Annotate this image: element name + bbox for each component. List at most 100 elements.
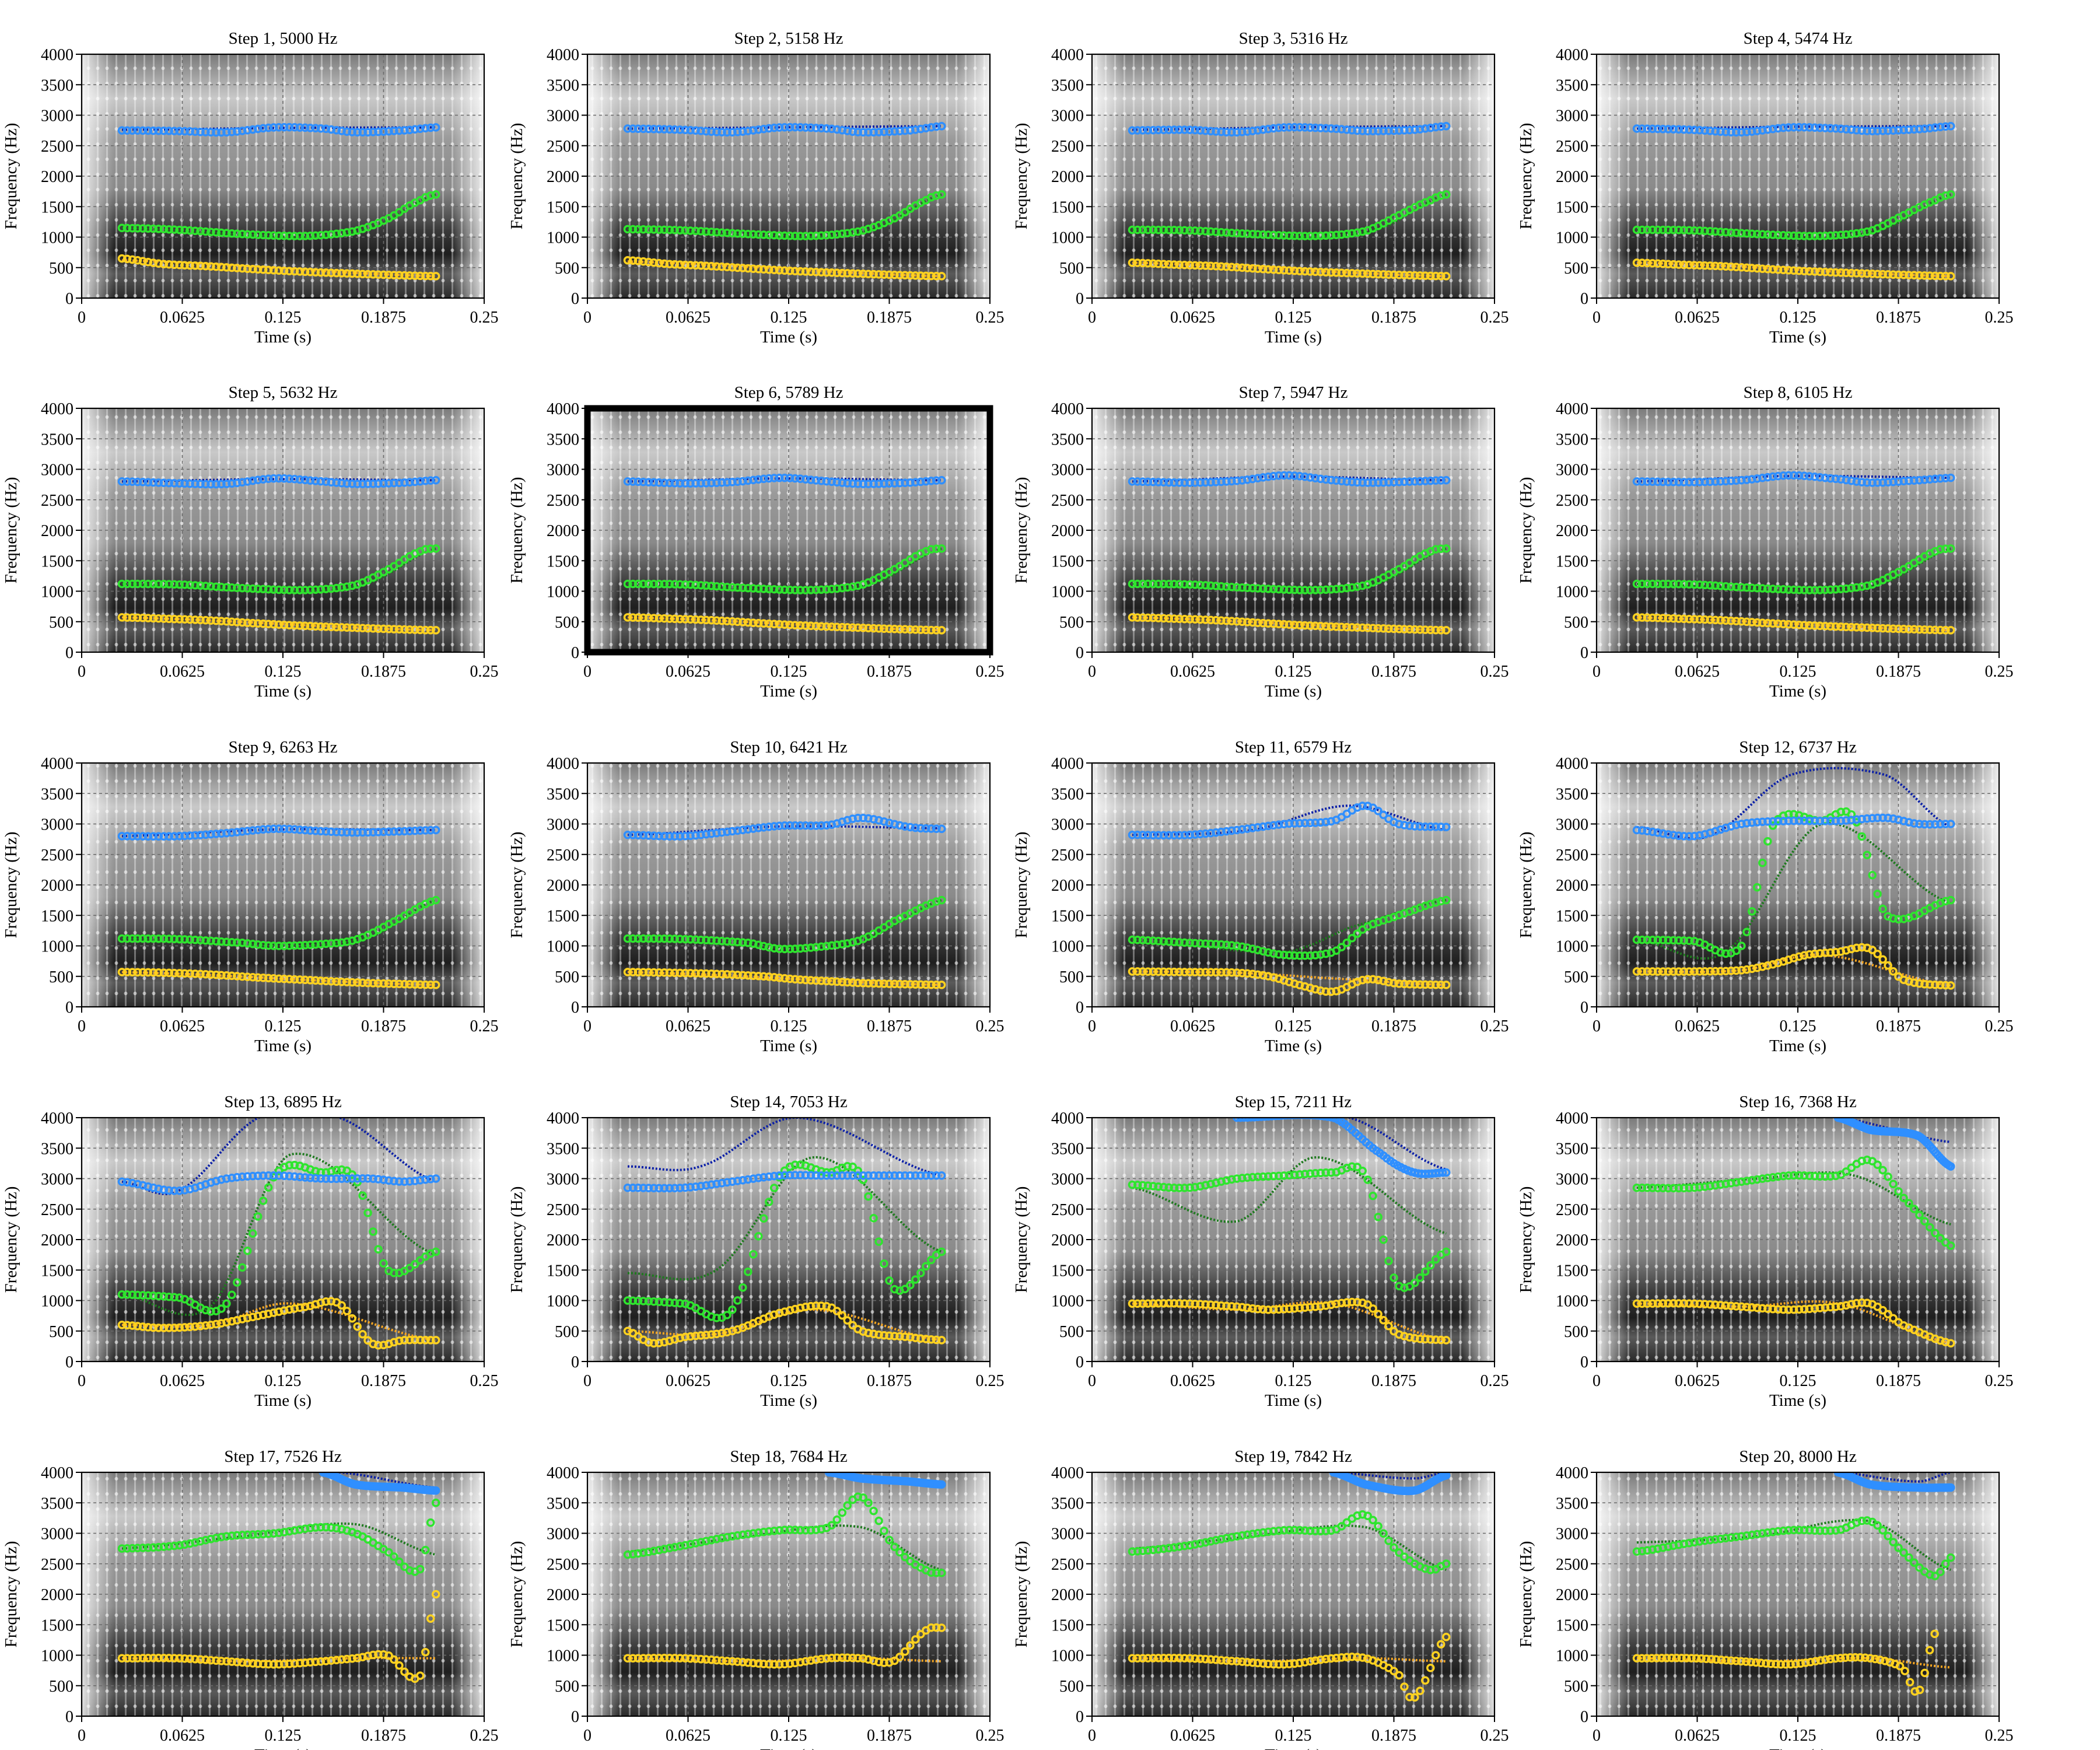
f1-point — [217, 262, 226, 272]
f1-point — [1742, 617, 1751, 626]
f1-point — [1416, 980, 1424, 989]
f1-point — [718, 262, 726, 271]
f1-point — [1711, 967, 1720, 976]
f3-point — [206, 128, 215, 137]
f3-point — [1868, 127, 1877, 135]
f3-track — [623, 1171, 946, 1193]
f2-point — [384, 1548, 393, 1557]
f2-point — [769, 1527, 779, 1535]
f2-point — [1941, 1559, 1950, 1569]
f2-point — [1664, 579, 1673, 589]
f2-point — [1337, 230, 1346, 239]
f1-point — [138, 1654, 148, 1662]
f3-point — [1282, 1118, 1290, 1120]
y-tick-label: 3500 — [41, 430, 74, 449]
f2-point — [1326, 585, 1336, 594]
f3-point — [274, 824, 284, 834]
f2-point — [686, 580, 695, 589]
f1-point — [1191, 968, 1199, 977]
y-tick-label: 3000 — [41, 1171, 74, 1189]
f3-point — [1637, 826, 1647, 835]
f1-point — [431, 1590, 440, 1599]
f1-point — [348, 1654, 356, 1663]
f1-point — [311, 622, 320, 631]
f3-point — [916, 1171, 925, 1180]
f3-point — [744, 127, 752, 135]
f2-point — [1648, 225, 1657, 235]
f1-point — [311, 268, 320, 276]
f3-point — [1695, 478, 1704, 487]
f1-point — [1894, 624, 1903, 634]
f3-point — [170, 832, 178, 841]
f1-point — [827, 1654, 836, 1662]
f1-point — [811, 1301, 821, 1310]
f1-point — [785, 620, 794, 629]
f1-point — [1674, 260, 1684, 269]
f3-point — [1257, 1118, 1266, 1121]
f3-point — [738, 1176, 747, 1185]
f1-point — [1721, 967, 1730, 975]
f3-point — [1784, 471, 1793, 480]
f1-point — [300, 267, 310, 276]
f3-point — [164, 127, 173, 135]
f3-point — [1290, 819, 1299, 828]
f3-point — [253, 124, 262, 134]
f2-point — [1784, 231, 1793, 240]
f3-point — [1212, 478, 1220, 487]
f1-point — [1717, 1656, 1726, 1664]
f1-point — [1175, 260, 1184, 270]
y-tick-label: 3000 — [1051, 1171, 1084, 1189]
f1-track — [1128, 258, 1451, 281]
f2-point — [1138, 1546, 1147, 1555]
f1-point — [1400, 979, 1409, 989]
f2-point — [759, 584, 768, 593]
f2-point — [1170, 1183, 1179, 1192]
f3-point — [1384, 127, 1393, 135]
f1-point — [1128, 1299, 1137, 1308]
y-tick-label: 4000 — [1556, 1110, 1588, 1128]
f3-point — [1217, 827, 1226, 836]
y-tick-label: 500 — [1564, 260, 1588, 278]
f1-point — [932, 1335, 941, 1345]
f2-point — [1212, 582, 1220, 590]
f2-point — [1915, 1210, 1924, 1220]
f2-point — [628, 579, 638, 589]
f2-point — [1758, 584, 1767, 593]
f3-point — [348, 480, 356, 488]
f3-point — [144, 832, 153, 841]
f1-point — [1658, 1299, 1668, 1308]
f2-point — [780, 1525, 789, 1535]
y-tick-label: 3500 — [1051, 76, 1084, 94]
f2-point — [285, 586, 294, 594]
f2-point — [790, 586, 800, 594]
f2-point — [1243, 229, 1252, 239]
f1-point — [1727, 616, 1735, 625]
f1-point — [311, 976, 320, 985]
f3-point — [832, 125, 842, 134]
f1-point — [1358, 269, 1367, 278]
x-axis-label: Time (s) — [1265, 682, 1322, 701]
f3-point — [817, 477, 826, 485]
f1-point — [274, 1660, 284, 1669]
f3-point — [1794, 123, 1804, 132]
y-tick-label: 3000 — [41, 816, 74, 834]
f2-point — [258, 584, 268, 594]
f2-point — [1679, 226, 1688, 235]
f1-point — [733, 970, 742, 979]
f3-point — [133, 126, 142, 135]
f3-point — [1878, 127, 1887, 135]
f3-point — [363, 828, 372, 837]
f3-point — [1438, 1168, 1447, 1177]
f3-point — [817, 821, 826, 830]
y-tick-label: 500 — [555, 260, 579, 278]
f3-point — [400, 478, 409, 487]
y-tick-label: 3500 — [547, 1494, 579, 1513]
f3-point — [649, 478, 659, 487]
f2-point — [1706, 581, 1714, 590]
f2-point — [1763, 230, 1772, 239]
x-tick-label: 0.125 — [1780, 1017, 1817, 1035]
f2-point — [1669, 579, 1678, 589]
f1-point — [1910, 1687, 1919, 1696]
f3-point — [154, 832, 163, 841]
f2-point — [1295, 951, 1304, 960]
